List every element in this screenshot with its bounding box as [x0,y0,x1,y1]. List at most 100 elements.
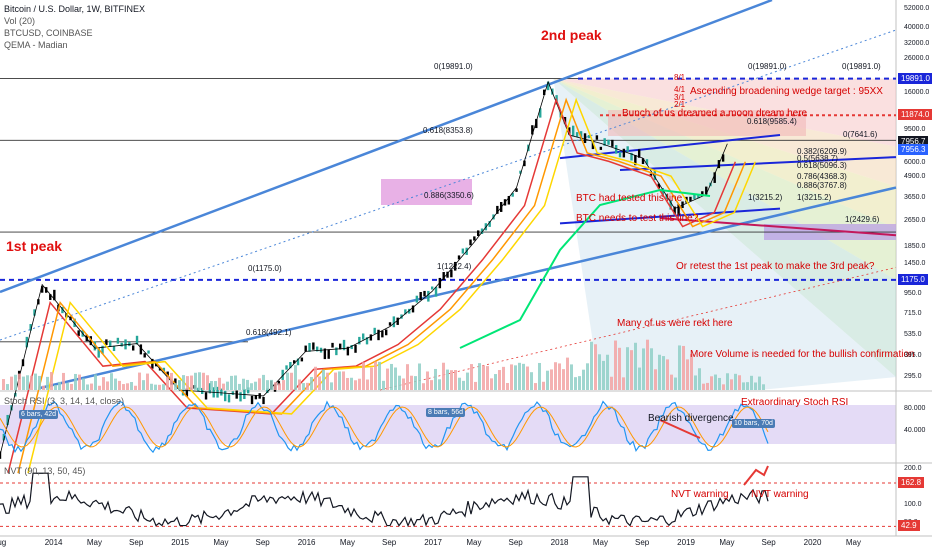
volume-bar [414,376,417,390]
price-candle [523,160,526,167]
price-candle [73,318,76,328]
volume-bar [74,373,77,390]
volume-bar [606,354,609,390]
price-tag: 7956.3 [898,143,929,155]
price-tick: 32000.0 [904,39,930,47]
volume-annotation: More Volume is needed for the bullish co… [690,349,915,360]
volume-bar [86,384,89,390]
price-candle [637,149,641,158]
price-candle [630,152,633,161]
price-candle [457,255,461,260]
price-candle [599,146,603,150]
volume-bar [526,366,529,390]
time-tick: Sep [761,538,776,547]
volume-bar [410,375,413,390]
price-candle [415,295,419,303]
volume-bar [358,378,361,390]
volume-bar [742,382,745,390]
price-candle [296,358,300,366]
price-candle [266,388,269,394]
price-tick: 4900.0 [904,173,926,181]
price-candle [335,347,338,356]
price-candle [124,339,127,350]
volume-bar [90,383,93,390]
price-candle [430,286,434,290]
price-candle [461,248,465,254]
moon-annotation: Bunch of us dreamed a moon dream here [622,108,808,119]
channel-upper [0,0,773,294]
price-candle [116,337,120,344]
volume-bar [450,370,453,390]
fib-label-top-r2: 0(19891.0) [842,62,881,71]
volume-bar [430,380,433,390]
price-candle [539,108,542,118]
divergence-arrow [659,419,701,439]
price-candle [254,394,258,400]
tested-annotation: BTC had tested this line [576,193,683,204]
nvt-warning-2: NVT warning [751,489,809,500]
price-candle [396,317,399,325]
price-candle [384,329,388,336]
volume-bar [306,382,309,390]
divergence-annotation: Bearish divergence [648,413,734,424]
price-candle [411,305,415,313]
volume-bar [534,383,537,390]
volume-bar [294,365,297,390]
volume-bar [694,375,697,390]
price-candle [542,89,546,96]
volume-bar [582,369,585,390]
price-candle [338,343,342,350]
volume-bar [382,380,385,390]
peak2-label: 2nd peak [541,27,602,43]
fib-label-r0: 0(7641.6) [843,130,878,139]
ma-red [7,97,737,474]
time-tick: Sep [255,538,270,547]
price-tick: 950.0 [904,290,922,297]
volume-bar [62,372,65,390]
volume-bar [366,379,369,390]
volume-bar [570,364,573,390]
volume-bar [690,354,693,390]
volume-bar [562,369,565,390]
price-candle [216,386,219,398]
volume-bar [554,362,557,390]
time-tick: May [845,538,861,547]
volume-bar [122,384,125,390]
volume-bar [458,377,461,390]
price-candle [200,387,204,394]
price-candle [673,206,676,215]
time-tick: Sep [382,538,397,547]
volume-bar [158,384,161,390]
price-candle [135,335,139,345]
fan-label-4: 4/1 [674,85,686,94]
stoch-legend: Stoch RSI (3, 3, 14, 14, close) [4,396,125,406]
price-candle [342,339,346,351]
volume-bar [238,383,241,390]
volume-bar [46,376,49,390]
channel-mid [0,29,897,341]
volume-bar [370,367,373,390]
nvt-tick: 100.0 [904,500,922,508]
fib-label-top: 0(19891.0) [434,62,473,71]
time-tick: 2020 [803,538,822,547]
price-candle [713,172,716,183]
volume-bar [486,366,489,390]
volume-bar [250,383,253,390]
price-candle [346,346,350,356]
volume-bar [390,363,393,390]
price-candle [220,388,223,396]
peak1-label: 1st peak [6,238,63,254]
fib-label-618-low: 0.618(492.1) [246,328,292,337]
price-candle [61,306,64,314]
volume-bar [490,378,493,390]
volume-bar [726,373,729,390]
volume-bar [78,374,81,390]
volume-bar [550,369,553,390]
price-tag: 11874.0 [898,109,932,121]
stoch-tick: 80.000 [904,405,926,412]
volume-bar [314,366,317,390]
price-candle [277,380,281,386]
volume-bar [602,360,605,390]
volume-bar [702,383,705,390]
